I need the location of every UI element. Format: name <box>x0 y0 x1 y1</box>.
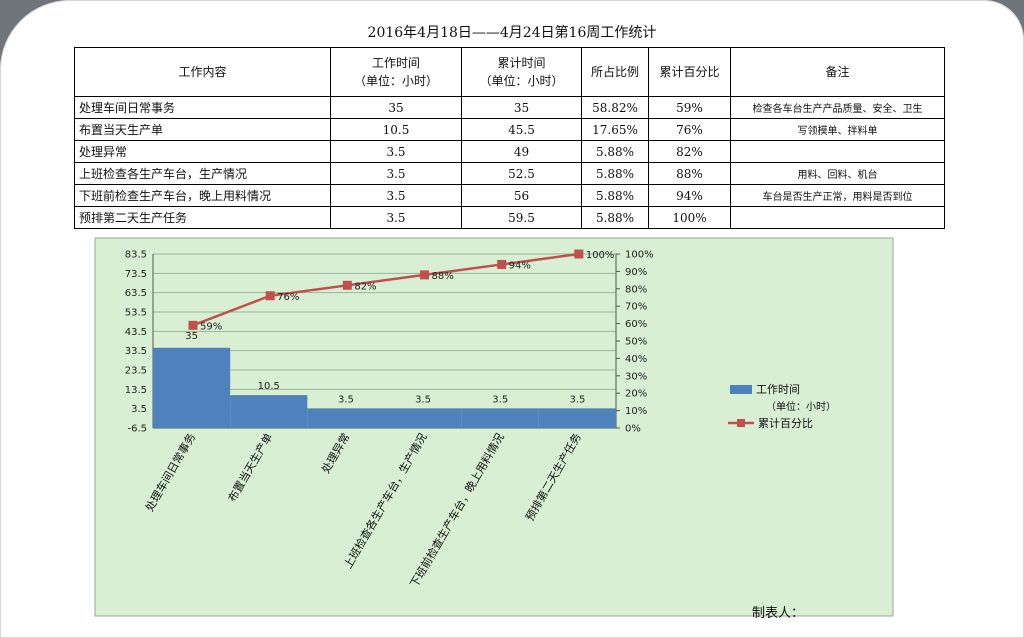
left-tick-label: 83.5 <box>125 250 147 261</box>
right-tick-label: 10% <box>625 406 647 417</box>
cell-hours: 3.5 <box>330 206 462 229</box>
bar <box>384 408 462 428</box>
cell-task: 下班前检查生产车台，晚上用料情况 <box>74 184 331 207</box>
cell-cum-pct: 76% <box>648 118 731 141</box>
cell-cum-pct: 82% <box>648 140 731 163</box>
line-point <box>342 280 352 290</box>
line-data-label: 100% <box>586 250 615 261</box>
bar-data-label: 3.5 <box>492 395 508 406</box>
right-tick-label: 20% <box>625 389 647 400</box>
bar <box>307 408 385 428</box>
right-tick-label: 80% <box>625 284 647 295</box>
line-data-label: 82% <box>354 281 376 292</box>
legend-swatch-marker <box>737 419 745 427</box>
cell-task: 处理车间日常事务 <box>74 96 331 119</box>
right-tick-label: 0% <box>625 424 641 435</box>
cumulative-line <box>192 252 580 327</box>
legend-label-line: 累计百分比 <box>758 417 813 430</box>
line-data-label: 94% <box>509 260 531 271</box>
bar-data-label: 35 <box>185 331 198 342</box>
line-data-label: 88% <box>432 271 454 282</box>
header-hours: 工作时间 （单位：小时） <box>330 47 462 97</box>
table-header-row: 工作内容 工作时间 （单位：小时） 累计时间 （单位：小时） 所占比例 累计百分比 … <box>74 47 945 97</box>
left-tick-label: 43.5 <box>125 327 147 338</box>
line-point <box>574 249 584 259</box>
work-stats-table: 工作内容 工作时间 （单位：小时） 累计时间 （单位：小时） 所占比例 累计百分比 … <box>74 47 945 229</box>
header-cumulative: 累计时间 （单位：小时） <box>461 47 582 97</box>
header-note: 备注 <box>730 47 945 97</box>
line-data-label: 76% <box>277 292 299 303</box>
line-point <box>265 291 275 301</box>
cell-cumulative: 59.5 <box>461 206 582 229</box>
right-tick-label: 100% <box>625 250 654 261</box>
cell-cum-pct: 88% <box>648 162 731 185</box>
line-data-label: 59% <box>200 321 222 332</box>
cell-hours: 3.5 <box>330 162 462 185</box>
left-tick-label: 53.5 <box>125 308 147 319</box>
bar-data-label: 3.5 <box>338 395 354 406</box>
left-tick-label: 13.5 <box>125 385 147 396</box>
bar-data-label: 3.5 <box>415 395 431 406</box>
bar-data-label: 3.5 <box>569 395 585 406</box>
left-tick-label: 63.5 <box>125 288 147 299</box>
bar <box>230 395 308 428</box>
header-task: 工作内容 <box>74 47 331 97</box>
right-tick-label: 70% <box>625 302 647 313</box>
left-tick-label: 73.5 <box>125 269 147 280</box>
cell-task: 布置当天生产单 <box>74 118 331 141</box>
table-row: 下班前检查生产车台，晚上用料情况 3.5 56 5.88% 94% 车台是否生产… <box>74 184 945 207</box>
left-tick-label: 3.5 <box>131 404 147 415</box>
cell-hours: 3.5 <box>330 140 462 163</box>
right-tick-label: 40% <box>625 354 647 365</box>
maker-label: 制表人： <box>752 606 805 621</box>
line-point <box>188 320 198 330</box>
line-point <box>497 259 507 269</box>
table-row: 处理车间日常事务 35 35 58.82% 59% 检查各车台生产产品质量、安全… <box>74 96 945 119</box>
header-cum-pct: 累计百分比 <box>648 47 731 97</box>
bar <box>538 408 616 428</box>
bar-data-label: 10.5 <box>258 381 280 392</box>
bar <box>461 408 539 428</box>
line-point <box>420 270 429 280</box>
cell-cum-pct: 100% <box>648 206 731 229</box>
table-row: 预排第二天生产任务 3.5 59.5 5.88% 100% <box>74 206 945 229</box>
cell-note <box>730 206 945 229</box>
left-tick-label: -6.5 <box>127 424 147 435</box>
right-tick-label: 50% <box>625 337 647 348</box>
table-row: 处理异常 3.5 49 5.88% 82% <box>74 140 945 163</box>
cell-ratio: 5.88% <box>581 206 649 229</box>
right-tick-label: 30% <box>625 371 647 382</box>
left-tick-label: 33.5 <box>125 346 147 357</box>
header-ratio: 所占比例 <box>581 47 649 97</box>
cell-ratio: 5.88% <box>581 162 649 185</box>
right-tick-label: 90% <box>625 267 647 278</box>
legend-label-bar: 工作时间 <box>756 383 800 396</box>
legend-label-bar-unit: （单位：小时） <box>766 400 836 413</box>
right-tick-label: 60% <box>625 319 647 330</box>
cell-ratio: 5.88% <box>581 140 649 163</box>
report-title: 2016年4月18日——4月24日第16周工作统计 <box>367 25 657 41</box>
legend-swatch-bar <box>730 385 752 394</box>
cell-task: 预排第二天生产任务 <box>74 206 331 229</box>
table-row: 上班检查各生产车台，生产情况 3.5 52.5 5.88% 88% 用料、回料、… <box>74 162 945 185</box>
cell-ratio: 58.82% <box>581 96 649 119</box>
left-tick-label: 23.5 <box>125 366 147 377</box>
bar <box>153 347 231 428</box>
